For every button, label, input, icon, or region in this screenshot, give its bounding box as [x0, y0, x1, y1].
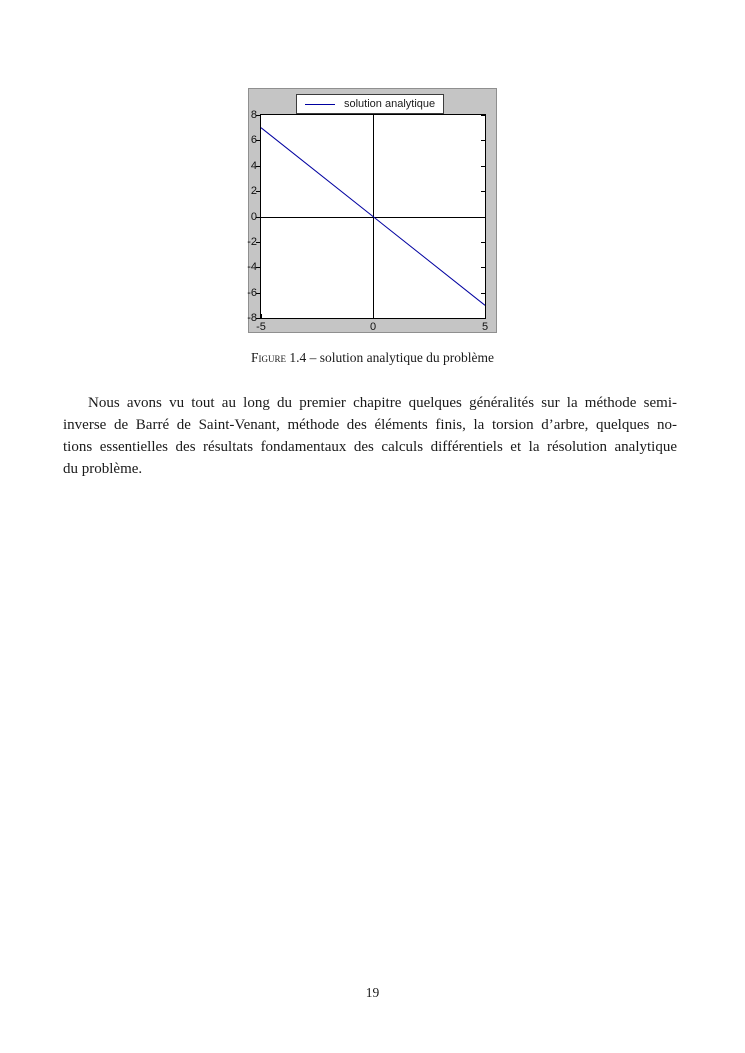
plot-area: 8 6 4 2 0 -2 -4 -6 -8 -5 0 5	[247, 109, 488, 333]
figure-caption-label: Figure 1.4	[250, 350, 307, 365]
y-tick-mark	[256, 115, 260, 116]
x-tick-label: 0	[369, 321, 377, 333]
y-tick-label: 2	[250, 185, 257, 198]
legend-line-sample	[305, 103, 335, 105]
y-tick-label: -4	[247, 261, 257, 274]
y-tick-mark	[256, 191, 260, 192]
y-tick-mark	[481, 318, 485, 319]
x-tick-label: 5	[481, 321, 489, 333]
y-tick-label: 8	[250, 109, 257, 121]
y-tick-mark	[256, 293, 260, 294]
y-tick-mark	[256, 242, 260, 243]
paragraph-line: Nous avons vu tout au long du premier ch…	[88, 395, 677, 411]
paragraph-line: inverse de Barré de Saint-Venant, méthod…	[63, 417, 677, 433]
y-tick-mark	[256, 217, 260, 218]
legend-label: solution analytique	[344, 98, 436, 110]
paragraph-line: du problème.	[63, 461, 143, 477]
x-tick-mark	[485, 314, 486, 318]
y-tick-label: -2	[247, 235, 257, 248]
paragraph-line: tions essentielles des résultats fondame…	[63, 439, 677, 455]
y-tick-label: -8	[247, 312, 257, 324]
y-tick-mark	[256, 166, 260, 167]
paragraph: Nous avons vu tout au long du premier ch…	[63, 392, 677, 480]
y-tick-mark	[481, 115, 485, 116]
y-tick-mark	[256, 318, 260, 319]
series-line	[260, 127, 486, 306]
figure-caption: Figure 1.4 – solution analytique du prob…	[0, 349, 745, 366]
y-tick-mark	[481, 140, 485, 141]
figure-caption-text: – solution analytique du problème	[309, 350, 495, 365]
y-tick-mark	[481, 267, 485, 268]
y-tick-mark	[481, 217, 485, 218]
y-tick-mark	[481, 191, 485, 192]
data-line-layer	[260, 127, 486, 306]
y-tick-label: 6	[250, 134, 257, 147]
matlab-figure: solution analytique 8 6 4 2 0 -2 -4 -6 -8 -5 0 5	[247, 88, 497, 333]
page-number: 19	[365, 985, 380, 1000]
y-tick-mark	[481, 166, 485, 167]
y-tick-label: 0	[250, 210, 257, 223]
x-tick-mark	[261, 314, 262, 318]
y-tick-mark	[481, 242, 485, 243]
x-tick-label: -5	[256, 321, 266, 333]
y-tick-label: 4	[250, 159, 257, 172]
y-tick-label: -6	[247, 286, 257, 299]
y-tick-mark	[256, 267, 260, 268]
x-tick-mark	[373, 314, 374, 318]
chart-legend: solution analytique	[296, 94, 444, 114]
y-tick-mark	[481, 293, 485, 294]
x-axis-line	[261, 217, 485, 218]
y-tick-mark	[256, 140, 260, 141]
